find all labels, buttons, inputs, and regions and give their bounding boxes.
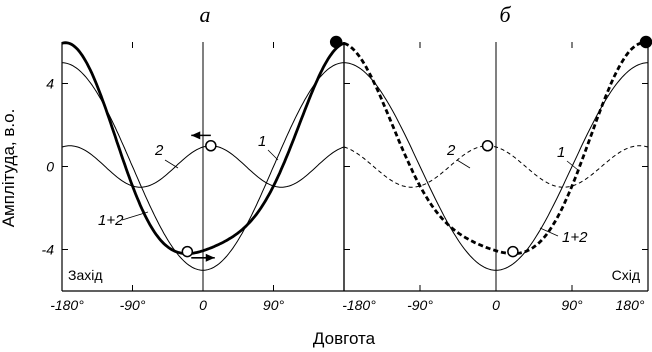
panel-a-marker-filled-2 — [329, 35, 343, 49]
panel-b-curve-label: 1+2 — [562, 229, 588, 246]
panel-a-letter: а — [200, 2, 211, 27]
panel-b-x-tick-label: 90° — [561, 297, 583, 313]
panel-a-arrow-head-1 — [205, 253, 215, 262]
panel-a-x-tick-label: -180° — [50, 297, 84, 313]
panel-a-label-leader — [121, 211, 149, 221]
panel-b-x-tick-label: -180° — [342, 297, 376, 313]
panel-b-series-1plus2 — [343, 41, 649, 255]
panel-b-label-leader — [539, 227, 559, 237]
panel-b-marker-open-1 — [507, 245, 519, 258]
panel-a-curve-label: 2 — [154, 142, 164, 159]
panel-a-x-tick-label: 0 — [199, 297, 207, 313]
panel-a-x-tick-label: 90° — [263, 297, 285, 313]
panel-b-region-label: Схід — [612, 267, 640, 283]
panel-a-series-2 — [61, 145, 345, 188]
panel-b-series-2 — [343, 145, 649, 188]
y-tick-label: -4 — [42, 242, 55, 258]
panel-a-region-label: Захід — [68, 267, 103, 283]
panel-a: -180° -90° 0 90° 4 0 -4 1 2 1+2 — [42, 35, 345, 313]
panel-b-marker-filled-2 — [639, 35, 652, 49]
panel-b-label-leader — [456, 159, 471, 169]
panel-b-label-leader — [566, 160, 579, 171]
panel-b-x-tick-label: -90° — [407, 297, 433, 313]
panel-a-marker-open-0 — [205, 140, 217, 152]
panel-a-curve-label: 1 — [258, 133, 266, 150]
y-axis-label: Амплітуда, в.о. — [0, 109, 18, 228]
panel-b-x-tick-label: 0 — [492, 297, 500, 313]
y-tick-label: 4 — [46, 76, 54, 92]
panel-b-marker-open-0 — [481, 140, 494, 152]
panel-a-label-leader — [164, 159, 179, 169]
panel-b: -180° -90° 0 90° 180° 1 2 1+2 — [342, 35, 652, 313]
panel-b-letter: б — [499, 2, 511, 27]
x-axis-label: Довгота — [313, 329, 376, 348]
panel-b-curve-label: 2 — [446, 142, 456, 159]
panel-a-marker-open-1 — [181, 245, 194, 258]
panel-b-x-tick-label: 180° — [616, 297, 645, 313]
panel-b-curve-label: 1 — [557, 144, 565, 161]
panel-a-series-1plus2 — [61, 41, 345, 255]
panel-a-x-tick-label: -90° — [120, 297, 146, 313]
y-tick-label: 0 — [46, 159, 54, 175]
panel-a-arrow-head-0 — [191, 131, 201, 140]
panel-a-label-leader — [267, 149, 279, 161]
panel-a-curve-label: 1+2 — [98, 212, 124, 229]
panel-b-series-1 — [344, 62, 648, 271]
